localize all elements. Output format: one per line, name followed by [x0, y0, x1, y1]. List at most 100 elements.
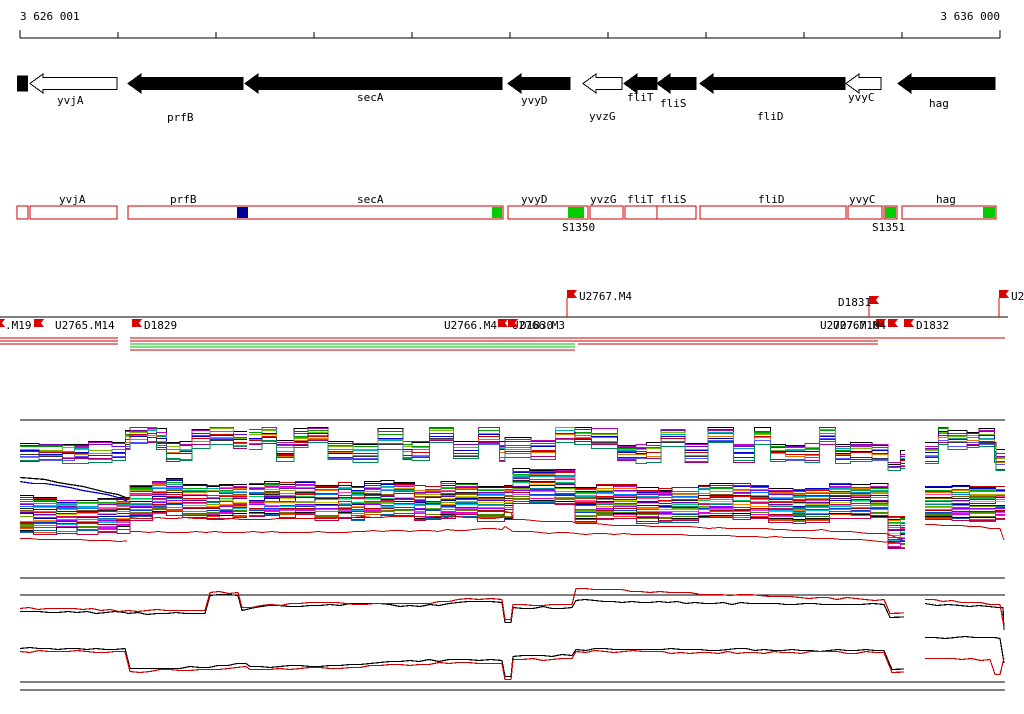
expression-trace [249, 503, 905, 549]
summary-trace [19, 480, 128, 502]
expression-trace [249, 440, 905, 471]
marker-flag-icon[interactable] [876, 319, 886, 327]
gene-arrow-prfB[interactable] [127, 73, 244, 94]
orf-box[interactable] [901, 205, 997, 220]
expression-trace [20, 433, 247, 455]
marker-flag-icon[interactable] [498, 319, 508, 327]
gene-arrow-yvzG[interactable] [582, 73, 623, 94]
gene-arrow-fliS[interactable] [656, 73, 697, 94]
terminator-label: S1350 [562, 221, 595, 234]
gene-label: fliT [627, 91, 654, 104]
marker-label[interactable]: U2707.M10 [820, 319, 880, 332]
gene-arrow-hag[interactable] [897, 73, 996, 94]
expression-trace [925, 432, 1005, 459]
gene-label: yvzG [589, 110, 616, 123]
expression-trace [20, 433, 247, 454]
gene-arrow-yvyD[interactable] [507, 73, 571, 94]
marker-flag-icon[interactable] [34, 319, 44, 327]
summary-trace [925, 598, 1005, 628]
marker-label[interactable]: U2767.M4 [579, 290, 632, 303]
summary-trace [19, 646, 905, 678]
gene-label: hag [929, 97, 949, 110]
expression-trace [20, 500, 247, 524]
gene-label: yvyC [848, 91, 875, 104]
ruler-end-coordinate: 3 636 000 [940, 10, 1000, 23]
expression-trace [20, 503, 247, 526]
gene-label: fliS [660, 97, 687, 110]
summary-trace [19, 587, 905, 621]
marker-flag-icon[interactable] [904, 319, 914, 327]
orf-box[interactable] [16, 205, 29, 220]
summary-trace [130, 525, 901, 544]
orf-box[interactable] [624, 205, 658, 220]
expression-trace [925, 444, 1005, 471]
orf-box[interactable] [699, 205, 847, 220]
marker-flag-icon[interactable] [999, 290, 1009, 298]
expression-trace [20, 441, 247, 464]
gene-arrow-yvjA[interactable] [29, 73, 118, 94]
expression-trace [249, 482, 905, 533]
expression-trace [20, 435, 247, 458]
regulator-mark [237, 207, 248, 218]
expression-trace [925, 501, 1005, 504]
summary-trace [20, 538, 128, 543]
orf-label: hag [936, 193, 956, 206]
gene-label: secA [357, 91, 384, 104]
orf-box[interactable] [847, 205, 883, 220]
orf-label: secA [357, 193, 384, 206]
summary-trace [925, 635, 1005, 664]
marker-flag-icon[interactable] [132, 319, 142, 327]
marker-label[interactable]: .M19 [5, 319, 32, 332]
marker-label[interactable]: D1830 [520, 319, 553, 332]
expression-trace [925, 510, 1005, 512]
gene-arrow-fliD[interactable] [699, 73, 846, 94]
orf-label: yvzG [590, 193, 617, 206]
orf-label: fliT [627, 193, 654, 206]
marker-flag-icon[interactable] [508, 319, 518, 327]
marker-label[interactable]: D1829 [144, 319, 177, 332]
marker-label[interactable]: U2766.M4 [444, 319, 497, 332]
summary-trace [924, 602, 1005, 631]
expression-trace [20, 438, 247, 461]
marker-flag-icon[interactable] [567, 290, 577, 298]
gene-arrow-yvyC[interactable] [845, 73, 882, 94]
marker-label[interactable]: U27 [1011, 290, 1024, 303]
marker-label[interactable]: U2765.M14 [55, 319, 115, 332]
orf-box[interactable] [656, 205, 697, 220]
summary-trace [19, 649, 905, 681]
marker-label[interactable]: D1832 [916, 319, 949, 332]
ruler-start-coordinate: 3 626 001 [20, 10, 80, 23]
orf-label: fliD [758, 193, 785, 206]
orf-label: fliS [660, 193, 687, 206]
orf-label: yvyC [849, 193, 876, 206]
gene-label: fliD [757, 110, 784, 123]
summary-trace [129, 510, 904, 541]
marker-flag-icon[interactable] [888, 319, 898, 327]
expression-trace [249, 429, 905, 471]
marker-label[interactable]: U2766.M3 [512, 319, 565, 332]
expression-trace [925, 442, 1005, 470]
expression-trace [925, 513, 1005, 517]
gene-label: prfB [167, 111, 194, 124]
terminator-mark [568, 207, 584, 218]
marker-flag-icon[interactable] [869, 296, 879, 304]
expression-trace [925, 518, 1005, 521]
expression-trace [20, 512, 247, 535]
summary-trace [925, 524, 1005, 541]
gene-arrow-secA[interactable] [244, 73, 503, 94]
gene-label: yvjA [57, 94, 84, 107]
marker-flag-icon[interactable] [0, 319, 5, 327]
orf-label: yvyD [521, 193, 548, 206]
marker-label[interactable]: U2767.M4 [833, 319, 886, 332]
expression-trace [20, 487, 247, 509]
orf-label: prfB [170, 193, 197, 206]
orf-box[interactable] [29, 205, 118, 220]
marker-label[interactable]: D1831 [838, 296, 871, 309]
orf-box[interactable] [127, 205, 504, 220]
terminator-label: S1351 [872, 221, 905, 234]
orf-box[interactable] [589, 205, 624, 220]
summary-trace [20, 593, 905, 624]
terminator-mark [492, 207, 502, 218]
gene-arrow-partial[interactable] [17, 75, 28, 92]
